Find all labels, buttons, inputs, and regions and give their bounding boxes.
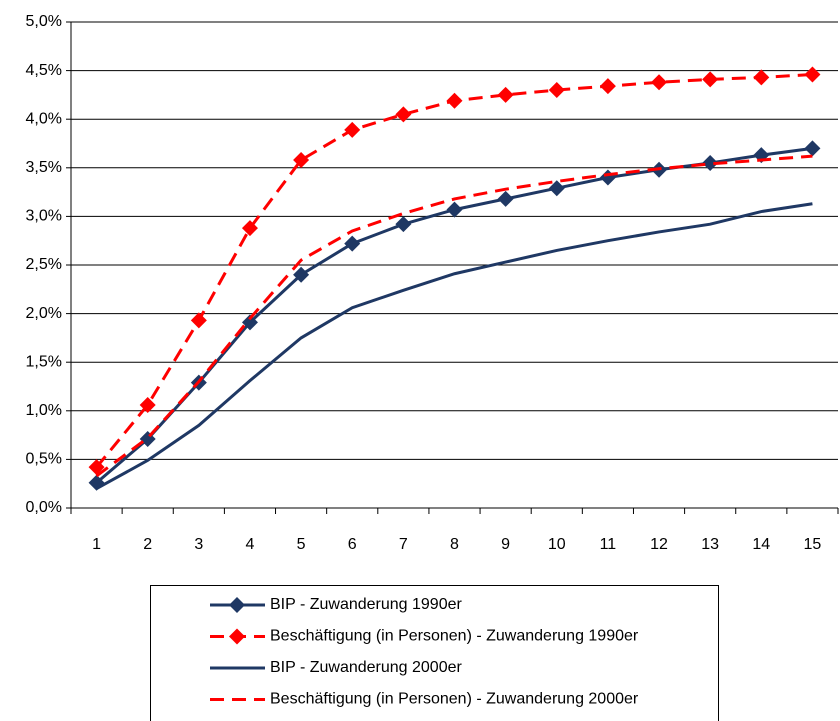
data-point (395, 106, 412, 123)
x-tick-label: 3 (194, 536, 203, 553)
y-tick-label: 3,0% (26, 208, 62, 225)
x-tick-label: 14 (752, 536, 770, 553)
x-tick-label: 5 (297, 536, 306, 553)
data-point (702, 154, 719, 171)
data-point (651, 74, 668, 91)
data-point (190, 312, 207, 329)
x-tick-label: 1 (92, 536, 101, 553)
data-point (497, 86, 514, 103)
y-tick-label: 0,5% (26, 451, 62, 468)
data-point (241, 314, 258, 331)
data-point (344, 121, 361, 138)
x-tick-label: 4 (246, 536, 255, 553)
data-point (599, 78, 616, 95)
x-tick-label: 13 (701, 536, 719, 553)
data-point (395, 216, 412, 233)
y-tick-label: 5,0% (26, 13, 62, 30)
legend-label: Beschäftigung (in Personen) - Zuwanderun… (270, 691, 639, 708)
x-tick-label: 15 (804, 536, 822, 553)
y-tick-label: 1,0% (26, 402, 62, 419)
x-tick-label: 9 (501, 536, 510, 553)
data-point (344, 235, 361, 252)
legend-label: Beschäftigung (in Personen) - Zuwanderun… (270, 628, 639, 645)
y-tick-label: 4,5% (26, 62, 62, 79)
series-line (95, 72, 813, 469)
legend-marker (229, 628, 245, 645)
x-tick-label: 6 (348, 536, 357, 553)
data-point (804, 140, 821, 157)
data-point (548, 82, 565, 99)
y-tick-label: 0,0% (26, 499, 62, 516)
data-point (293, 266, 310, 283)
data-point (446, 92, 463, 109)
data-point (446, 201, 463, 218)
legend-label: BIP - Zuwanderung 2000er (270, 659, 463, 676)
data-point (702, 71, 719, 88)
data-point (497, 190, 514, 207)
x-tick-label: 10 (548, 536, 566, 553)
y-tick-label: 2,0% (26, 305, 62, 322)
x-tick-label: 8 (450, 536, 459, 553)
y-tick-label: 1,5% (26, 353, 62, 370)
data-point (241, 220, 258, 237)
data-point (599, 169, 616, 186)
x-tick-label: 7 (399, 536, 408, 553)
legend-label: BIP - Zuwanderung 1990er (270, 596, 463, 613)
series-line (95, 154, 813, 478)
data-point (139, 396, 156, 413)
data-point (293, 152, 310, 169)
data-point (804, 66, 821, 83)
y-tick-label: 3,5% (26, 159, 62, 176)
y-tick-label: 2,5% (26, 256, 62, 273)
x-tick-label: 11 (600, 536, 617, 553)
series-line (95, 202, 813, 490)
x-tick-label: 12 (650, 536, 668, 553)
x-tick-label: 2 (143, 536, 152, 553)
data-point (753, 69, 770, 86)
data-point (548, 180, 565, 197)
legend-marker (229, 597, 245, 613)
y-tick-label: 4,0% (26, 110, 62, 127)
